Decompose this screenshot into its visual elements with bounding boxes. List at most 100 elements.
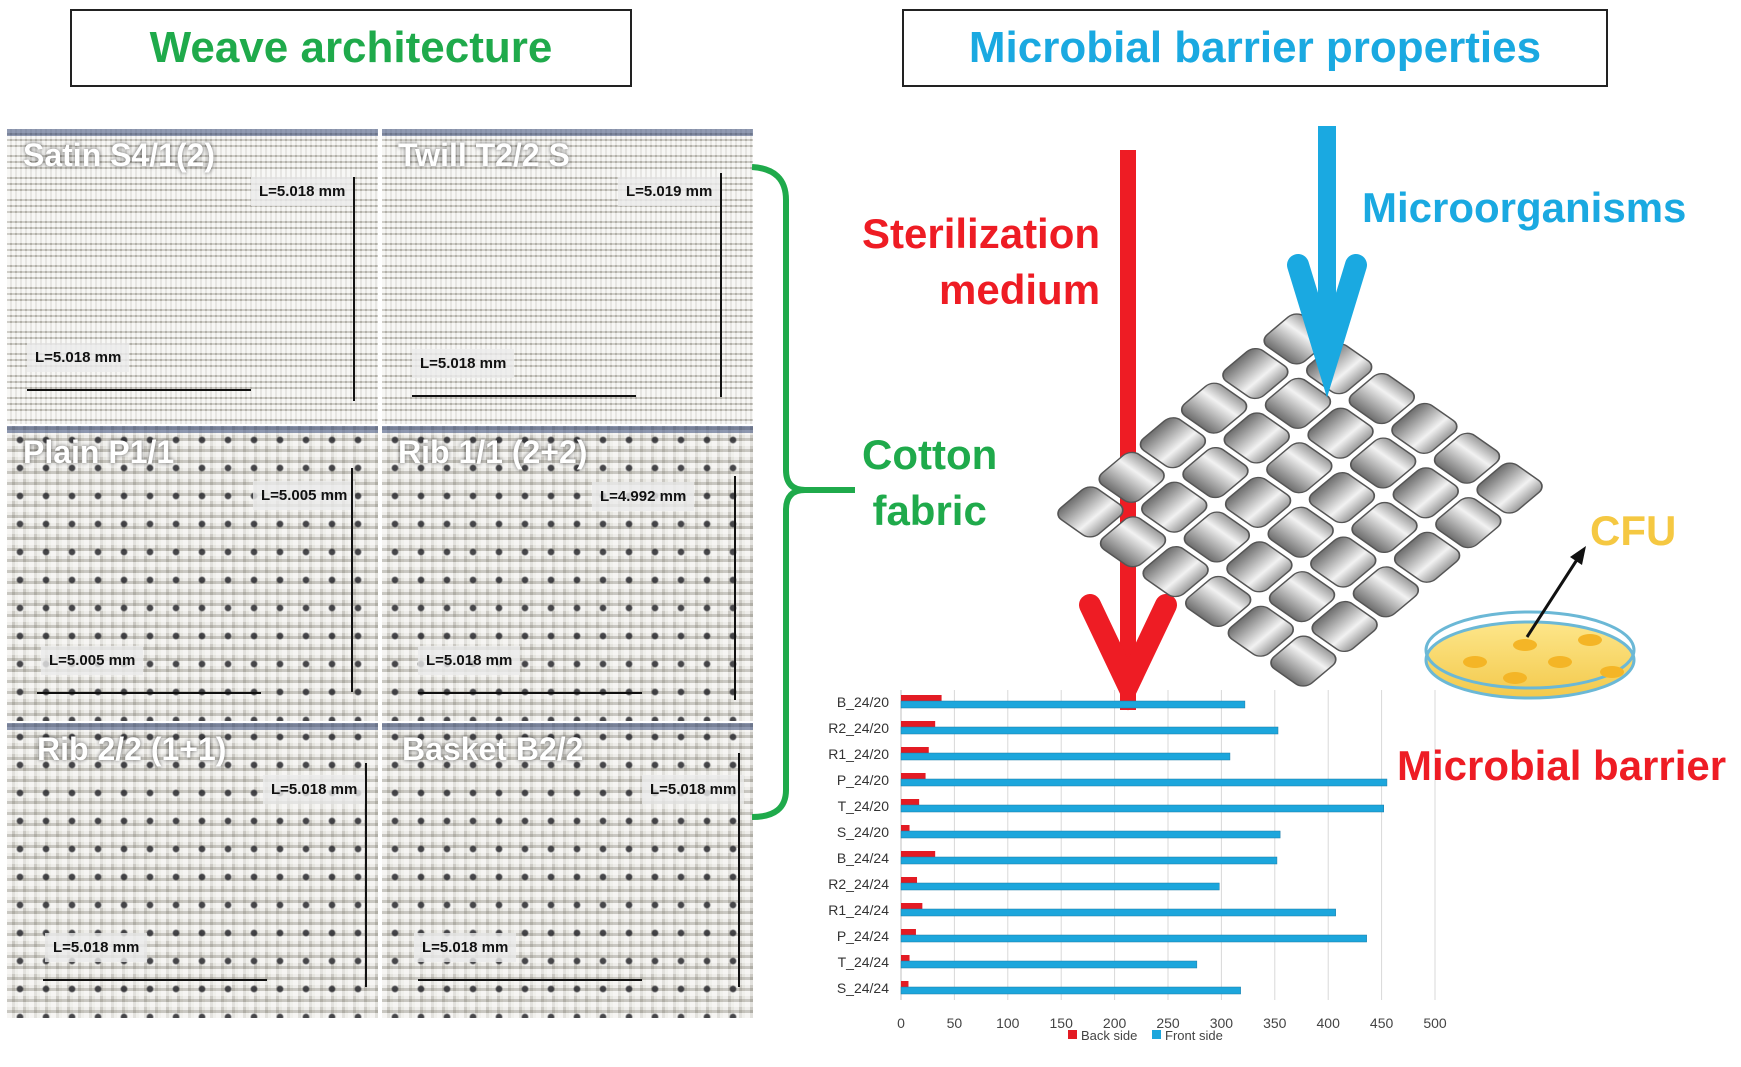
colony bbox=[1578, 634, 1602, 646]
yarn-crossing bbox=[1351, 501, 1418, 553]
x-tick-label: 200 bbox=[1103, 1015, 1127, 1031]
sterilization-arrow-shaft bbox=[1120, 150, 1136, 710]
panel-label: Rib 1/1 (2+2) bbox=[398, 434, 588, 470]
colony bbox=[1548, 656, 1572, 668]
measure-horizontal-label: L=5.018 mm bbox=[27, 343, 130, 372]
category-label: B_24/20 bbox=[837, 694, 889, 710]
panel-label: Twill T2/2 S bbox=[398, 137, 570, 173]
cfu-label: CFU bbox=[1590, 507, 1677, 554]
measure-horizontal-label: L=5.005 mm bbox=[41, 646, 144, 675]
micrograph-twill: Twill T2/2 S L=5.019 mm L=5.018 mm bbox=[382, 129, 753, 424]
micrograph-rib-1-1: Rib 1/1 (2+2) L=4.992 mm L=5.018 mm bbox=[382, 426, 753, 721]
legend-back-side: Back side bbox=[1081, 1028, 1137, 1043]
panel-label: Satin S4/1(2) bbox=[23, 137, 216, 173]
sterilization-line2: medium bbox=[939, 266, 1101, 313]
measure-horizontal-label: L=5.018 mm bbox=[45, 933, 148, 962]
category-label: R1_24/24 bbox=[828, 902, 889, 918]
colony bbox=[1463, 656, 1487, 668]
bar-back-side bbox=[901, 955, 910, 961]
sterilization-line1: Sterilization bbox=[862, 210, 1101, 257]
yarn-crossing bbox=[1182, 447, 1249, 499]
x-tick-label: 150 bbox=[1050, 1015, 1074, 1031]
weave-architecture-title: Weave architecture bbox=[70, 9, 632, 87]
image-info-strip bbox=[382, 723, 753, 730]
yarn-crossing bbox=[1057, 486, 1124, 538]
yarn-crossing bbox=[1308, 472, 1376, 524]
legend-swatch-back bbox=[1068, 1030, 1077, 1039]
measure-horizontal-line bbox=[418, 979, 642, 981]
bar-back-side bbox=[901, 851, 936, 857]
bar-back-side bbox=[901, 747, 929, 753]
yarn-crossing bbox=[1227, 605, 1295, 657]
image-info-strip bbox=[382, 129, 753, 136]
yarn-crossing bbox=[1307, 407, 1374, 459]
yarn-crossing bbox=[1264, 377, 1332, 429]
measure-vertical-label: L=4.992 mm bbox=[592, 482, 695, 511]
x-tick-label: 400 bbox=[1317, 1015, 1341, 1031]
bar-front-side bbox=[900, 726, 1279, 735]
yarn-crossing bbox=[1098, 451, 1165, 503]
measure-horizontal-label: L=5.018 mm bbox=[412, 349, 515, 378]
yarn-crossing bbox=[1435, 497, 1502, 549]
yarn-crossing bbox=[1476, 462, 1543, 514]
bar-front-side bbox=[900, 804, 1384, 813]
yarn-crossing bbox=[1311, 600, 1378, 653]
microbial-barrier-label: Microbial barrier bbox=[1397, 742, 1727, 789]
cotton-line1: Cotton bbox=[862, 431, 998, 478]
measure-vertical-line bbox=[734, 476, 736, 700]
yarn-crossing bbox=[1224, 476, 1292, 528]
microorganisms-arrow-head bbox=[1287, 254, 1367, 398]
cotton-fabric-label: Cotton fabric bbox=[862, 427, 997, 539]
bracket bbox=[751, 164, 855, 820]
category-label: P_24/24 bbox=[837, 928, 889, 944]
measure-horizontal-label: L=5.018 mm bbox=[418, 646, 521, 675]
measure-vertical-line bbox=[351, 468, 353, 692]
bar-front-side bbox=[900, 908, 1336, 917]
measure-vertical-line bbox=[720, 173, 722, 397]
bar-front-side bbox=[900, 778, 1388, 787]
bar-back-side bbox=[901, 903, 923, 909]
bar-back-side bbox=[901, 773, 926, 779]
bar-front-side bbox=[900, 830, 1281, 839]
yarn-crossing bbox=[1226, 541, 1293, 593]
cfu-pointer bbox=[1525, 554, 1582, 638]
yarn-crossing bbox=[1183, 511, 1251, 563]
x-tick-label: 100 bbox=[996, 1015, 1020, 1031]
yarn-crossing bbox=[1184, 575, 1252, 627]
colony bbox=[1503, 672, 1527, 684]
sterilization-arrow-head bbox=[1079, 594, 1177, 711]
measure-horizontal-line bbox=[418, 692, 642, 694]
category-label: R2_24/24 bbox=[828, 876, 889, 892]
measure-vertical-label: L=5.018 mm bbox=[263, 775, 366, 804]
barrier-bar-chart: 0 50 100 150 200 250 300 350 400 450 500 B_24/20 R2_… bbox=[828, 690, 1447, 1043]
category-label: P_24/20 bbox=[837, 772, 889, 788]
image-info-strip bbox=[7, 129, 378, 136]
microorganisms-arrow-shaft bbox=[1318, 126, 1336, 346]
bar-front-side bbox=[900, 752, 1231, 761]
yarn-crossing bbox=[1142, 546, 1209, 598]
bar-back-side bbox=[901, 981, 909, 987]
yarn-crossing bbox=[1393, 531, 1461, 583]
bar-back-side bbox=[901, 877, 918, 883]
measure-horizontal-label: L=5.018 mm bbox=[414, 933, 517, 962]
measure-horizontal-line bbox=[37, 692, 261, 694]
yarn-crossing bbox=[1266, 442, 1333, 494]
category-label: R2_24/20 bbox=[828, 720, 889, 736]
category-label: T_24/24 bbox=[838, 954, 890, 970]
measure-vertical-label: L=5.005 mm bbox=[253, 481, 356, 510]
measure-vertical-label: L=5.018 mm bbox=[251, 177, 354, 206]
category-label: T_24/20 bbox=[838, 798, 890, 814]
colony bbox=[1600, 666, 1624, 678]
yarn-crossing bbox=[1349, 437, 1417, 489]
sterilization-medium-label: Sterilization medium bbox=[862, 206, 1100, 318]
panel-label: Plain P1/1 bbox=[23, 434, 175, 470]
micrograph-plain: Plain P1/1 L=5.005 mm L=5.005 mm bbox=[7, 426, 378, 721]
measure-vertical-label: L=5.018 mm bbox=[642, 775, 745, 804]
bar-front-side bbox=[900, 960, 1198, 969]
image-info-strip bbox=[382, 426, 753, 433]
petri-dish bbox=[1424, 610, 1636, 700]
measure-vertical-label: L=5.019 mm bbox=[618, 177, 721, 206]
legend-front-side: Front side bbox=[1165, 1028, 1223, 1043]
x-tick-label: 350 bbox=[1263, 1015, 1287, 1031]
